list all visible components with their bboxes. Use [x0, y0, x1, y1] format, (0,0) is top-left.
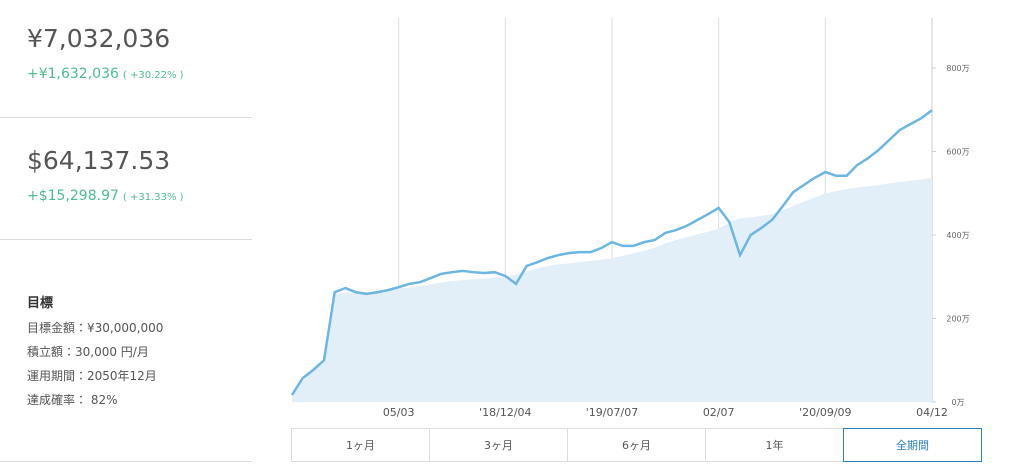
- change-value: +¥1,632,036: [27, 66, 119, 82]
- range-button[interactable]: 1年: [705, 428, 844, 462]
- y-tick-label: 400万: [946, 231, 969, 240]
- goal-line: 達成確率： 82%: [27, 393, 118, 407]
- y-tick-label: 800万: [946, 64, 969, 73]
- goal-line: 運用期間：2050年12月: [27, 369, 157, 383]
- amount: $64,137.53: [27, 146, 171, 175]
- goal-line: 目標金額：¥30,000,000: [27, 321, 164, 335]
- x-tick-label: '19/07/07: [586, 406, 638, 419]
- x-tick-label: 02/07: [703, 406, 735, 419]
- line: [290, 109, 933, 396]
- goal-line: 積立額：30,000 円/月: [27, 345, 149, 359]
- change: +¥1,632,036( +30.22% ): [27, 66, 184, 82]
- x-tick-label: 04/12: [916, 406, 948, 419]
- y-tick-label: 600万: [946, 148, 969, 157]
- amount: ¥7,032,036: [27, 24, 171, 53]
- change-value: +$15,298.97: [27, 188, 119, 204]
- y-tick-label: 0万: [951, 398, 964, 407]
- range-button[interactable]: 全期間: [843, 428, 982, 462]
- change-percent: ( +30.22% ): [122, 70, 184, 81]
- y-tick-label: 200万: [946, 315, 969, 324]
- summary-panel: ¥7,032,036 +¥1,632,036( +30.22% ) $64,13…: [0, 0, 252, 476]
- area: [292, 177, 932, 402]
- chart: 05/03 '18/12/04 '19/07/07 02/07 '20/09/09 04/…: [290, 18, 970, 419]
- divider: [0, 461, 252, 462]
- x-tick-label: '20/09/09: [799, 406, 851, 419]
- range-button[interactable]: 1ヶ月: [291, 428, 430, 462]
- goal-title: 目標: [27, 296, 54, 311]
- change-percent: ( +31.33% ): [122, 192, 184, 203]
- usd-block: $64,137.53 +$15,298.97( +31.33% ): [0, 118, 252, 240]
- x-tick-label: 05/03: [383, 406, 415, 419]
- change: +$15,298.97( +31.33% ): [27, 188, 184, 204]
- yen-block: ¥7,032,036 +¥1,632,036( +30.22% ): [0, 0, 252, 118]
- x-tick-label: '18/12/04: [479, 406, 531, 419]
- range-button[interactable]: 6ヶ月: [567, 428, 706, 462]
- range-button[interactable]: 3ヶ月: [429, 428, 568, 462]
- range-buttons: 1ヶ月 3ヶ月 6ヶ月 1年 全期間: [291, 428, 982, 462]
